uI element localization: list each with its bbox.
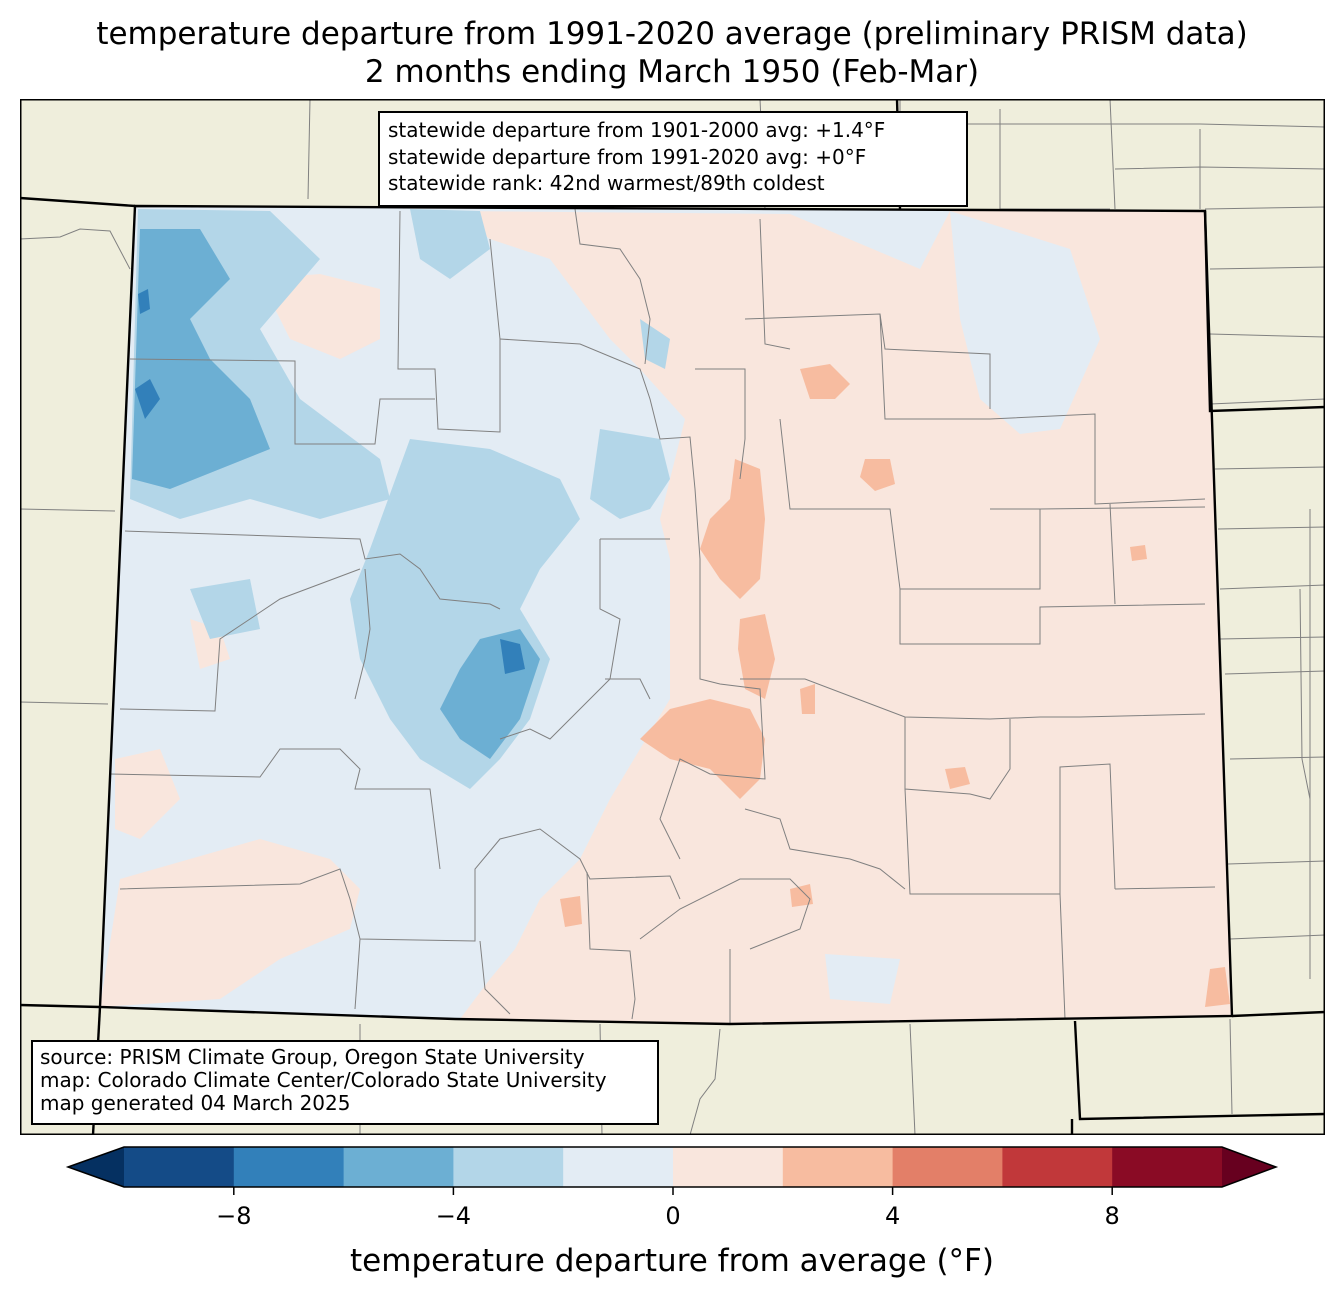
colorbar-segment <box>563 1147 674 1187</box>
colorbar-segment <box>892 1147 1003 1187</box>
colorbar-segment <box>233 1147 345 1187</box>
stats-departure-1991-2020: statewide departure from 1991-2020 avg: … <box>388 144 867 169</box>
colorbar-segment <box>1002 1147 1113 1187</box>
stats-departure-1901-2000: statewide departure from 1901-2000 avg: … <box>388 118 886 142</box>
colorbar <box>65 1146 1279 1195</box>
cool-anomalies <box>130 209 670 789</box>
credits-source: source: PRISM Climate Group, Oregon Stat… <box>40 1045 585 1069</box>
colorbar-outline <box>65 1146 1279 1188</box>
credits-box: source: PRISM Climate Group, Oregon Stat… <box>31 1040 659 1125</box>
credits-generated: map generated 04 March 2025 <box>40 1091 351 1115</box>
colorbar-tick-label: −4 <box>435 1202 472 1230</box>
colorbar-label: temperature departure from average (°F) <box>350 1243 994 1279</box>
colorbar-segment <box>124 1147 235 1187</box>
colorbar-tick-label: −8 <box>216 1202 252 1230</box>
colorbar-segment <box>782 1147 894 1187</box>
departure-field <box>100 211 1232 1024</box>
warm-anomalies <box>560 364 1230 1007</box>
colorbar-segment <box>1112 1147 1223 1187</box>
map-subtitle: 2 months ending March 1950 (Feb-Mar) <box>364 54 980 90</box>
colorbar-segment <box>453 1147 564 1187</box>
colorbar-tick-label: 0 <box>665 1202 681 1230</box>
colorbar-segment <box>673 1147 784 1187</box>
colorbar-extend-max <box>1222 1147 1276 1187</box>
colorbar-tick-label: 8 <box>1104 1202 1120 1230</box>
colorado-temperature-map <box>20 99 1325 1135</box>
colorbar-tick-label: 4 <box>884 1202 901 1230</box>
map-title: temperature departure from 1991-2020 ave… <box>96 16 1248 52</box>
colorbar-extend-min <box>68 1147 124 1187</box>
colorbar-segment <box>343 1147 454 1187</box>
statewide-stats-box: statewide departure from 1901-2000 avg: … <box>378 111 968 207</box>
neighbor-county-lines <box>20 99 1325 1135</box>
map-frame <box>20 99 1325 1135</box>
credits-map: map: Colorado Climate Center/Colorado St… <box>40 1068 607 1092</box>
stats-rank: statewide rank: 42nd warmest/89th coldes… <box>388 171 825 195</box>
county-lines <box>109 208 1216 1024</box>
